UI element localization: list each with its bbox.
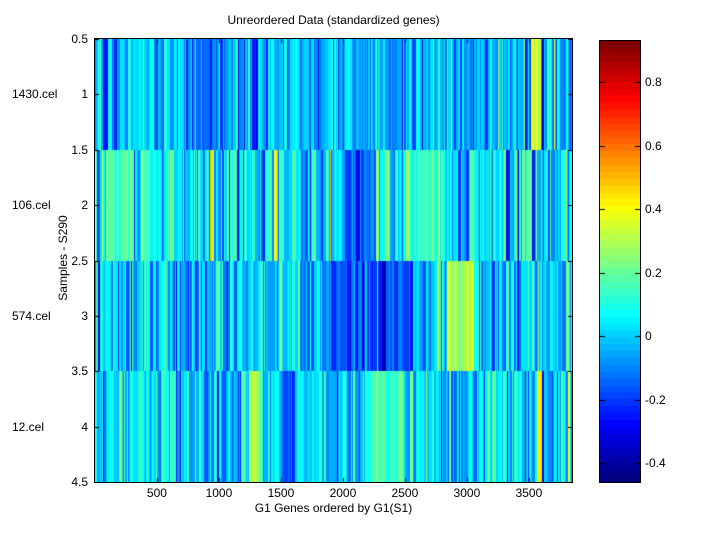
sample-label: 12.cel — [12, 419, 45, 434]
y-tick-label: 3.5 — [71, 364, 88, 379]
y-tick-label: 2.5 — [71, 253, 88, 268]
colorbar-tick-label: 0.8 — [645, 75, 662, 90]
heatmap-image — [95, 39, 572, 482]
x-tick-label: 2500 — [391, 486, 419, 500]
sample-label: 1430.cel — [12, 87, 58, 102]
x-tick-label: 500 — [146, 486, 167, 500]
x-axis-label: G1 Genes ordered by G1(S1) — [254, 501, 413, 515]
y-tick-label: 0.5 — [71, 32, 88, 46]
colorbar-tick-label: -0.2 — [645, 392, 666, 407]
x-tick-label: 2000 — [329, 486, 357, 500]
x-tick-label: 1000 — [205, 486, 233, 500]
y-tick-label: 1 — [81, 87, 88, 102]
x-tick-label: 1500 — [267, 486, 295, 500]
y-tick-label: 1.5 — [71, 142, 88, 157]
y-tick-label: 3 — [81, 308, 88, 323]
colorbar-tick-label: -0.4 — [645, 455, 666, 470]
sample-label: 574.cel — [12, 308, 51, 323]
colorbar-tick-label: 0.4 — [645, 202, 662, 217]
y-tick-label: 4 — [81, 419, 88, 434]
x-tick-label: 3000 — [453, 486, 481, 500]
heatmap-axes — [94, 38, 573, 483]
colorbar — [599, 40, 641, 483]
colorbar-tick-label: 0.6 — [645, 138, 662, 153]
colorbar-tick-label: 0 — [645, 329, 652, 344]
x-tick-label: 3500 — [515, 486, 543, 500]
sample-label: 106.cel — [12, 198, 51, 213]
colorbar-gradient — [600, 41, 640, 482]
chart-title: Unreordered Data (standardized genes) — [227, 13, 440, 27]
y-tick-label: 4.5 — [71, 475, 88, 489]
y-tick-label: 2 — [81, 198, 88, 213]
colorbar-tick-label: 0.2 — [645, 265, 662, 280]
